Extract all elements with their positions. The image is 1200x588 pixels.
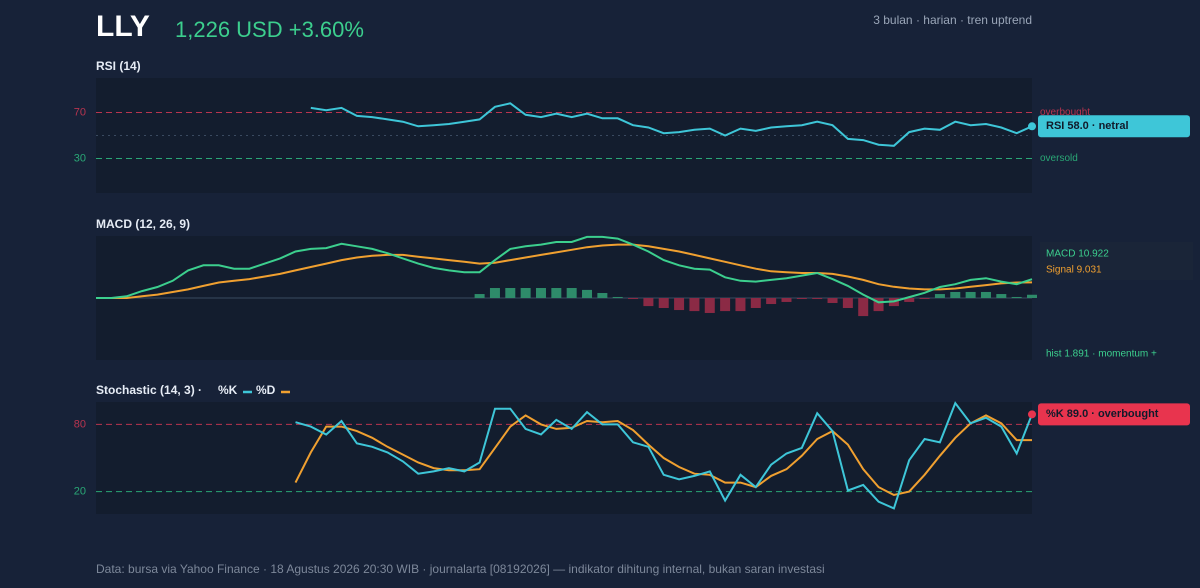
histogram-bar bbox=[996, 294, 1007, 298]
histogram-bar bbox=[720, 298, 731, 312]
histogram-bar bbox=[781, 298, 792, 302]
ticker: LLY bbox=[96, 10, 150, 43]
histogram-bar bbox=[735, 298, 746, 312]
badge-text: %K 89.0 · overbought bbox=[1046, 408, 1159, 420]
series-line bbox=[96, 235, 1033, 304]
footer: Data: bursa via Yahoo Finance · 18 Agust… bbox=[96, 562, 825, 576]
histogram-bar bbox=[674, 298, 685, 311]
reference-label: oversold bbox=[1040, 153, 1078, 164]
histogram-bar bbox=[597, 293, 608, 298]
annotation: hist 1.891 · momentum + bbox=[1046, 349, 1157, 360]
histogram-bar bbox=[965, 291, 976, 298]
badge-box bbox=[1038, 115, 1190, 138]
histogram-bar bbox=[980, 291, 991, 298]
histogram-bar bbox=[689, 298, 700, 312]
legend-label: %D bbox=[256, 383, 276, 397]
end-marker bbox=[1028, 410, 1036, 419]
series-line bbox=[294, 414, 1032, 497]
histogram-bar bbox=[796, 298, 807, 300]
annotation-box bbox=[1040, 242, 1193, 280]
histogram-bar bbox=[551, 288, 562, 298]
histogram-bar bbox=[704, 298, 715, 313]
y-tick-label: 70 bbox=[74, 106, 86, 118]
histogram-bar bbox=[873, 298, 884, 312]
histogram-bar bbox=[582, 289, 593, 298]
histogram-bar bbox=[750, 298, 761, 308]
badge-box bbox=[1038, 403, 1190, 426]
histogram-bar bbox=[474, 294, 485, 298]
series-line bbox=[310, 102, 1033, 147]
histogram-bar bbox=[643, 298, 654, 307]
annotation: MACD 10.922 bbox=[1046, 249, 1109, 260]
panel bbox=[96, 402, 1032, 514]
end-marker bbox=[1028, 122, 1036, 131]
histogram-bar bbox=[658, 298, 669, 308]
histogram-bar bbox=[1011, 296, 1022, 298]
histogram-bar bbox=[612, 296, 623, 298]
reference-label: overbought bbox=[1040, 107, 1090, 118]
histogram-bar bbox=[628, 298, 639, 300]
y-tick-label: 20 bbox=[74, 486, 86, 498]
panel-title: Stochastic (14, 3) · bbox=[96, 383, 202, 397]
series-line bbox=[96, 243, 1033, 299]
histogram-bar bbox=[904, 298, 915, 302]
histogram-bar bbox=[505, 288, 516, 298]
badge-text: RSI 58.0 · netral bbox=[1046, 120, 1129, 132]
histogram-bar bbox=[934, 294, 945, 298]
price: 1,226 USD +3.60% bbox=[175, 17, 364, 42]
histogram-bar bbox=[858, 298, 869, 317]
histogram-bar bbox=[950, 291, 961, 298]
context: 3 bulan · harian · tren uptrend bbox=[873, 13, 1032, 27]
histogram-bar bbox=[919, 298, 930, 300]
histogram-bar bbox=[766, 298, 777, 305]
annotation: Signal 9.031 bbox=[1046, 265, 1102, 276]
histogram-bar bbox=[535, 288, 546, 298]
y-tick-label: 80 bbox=[74, 418, 86, 430]
histogram-bar bbox=[520, 288, 531, 298]
histogram-bar bbox=[1027, 294, 1037, 298]
panel-title: MACD (12, 26, 9) bbox=[96, 217, 190, 231]
histogram-bar bbox=[842, 298, 853, 308]
series-line bbox=[295, 401, 1033, 510]
legend-label: %K bbox=[218, 383, 238, 397]
panel-title: RSI (14) bbox=[96, 59, 141, 73]
histogram-bar bbox=[489, 288, 500, 298]
y-tick-label: 30 bbox=[74, 152, 86, 164]
histogram-bar bbox=[566, 288, 577, 298]
histogram-bar bbox=[827, 298, 838, 303]
histogram-bar bbox=[812, 298, 823, 300]
